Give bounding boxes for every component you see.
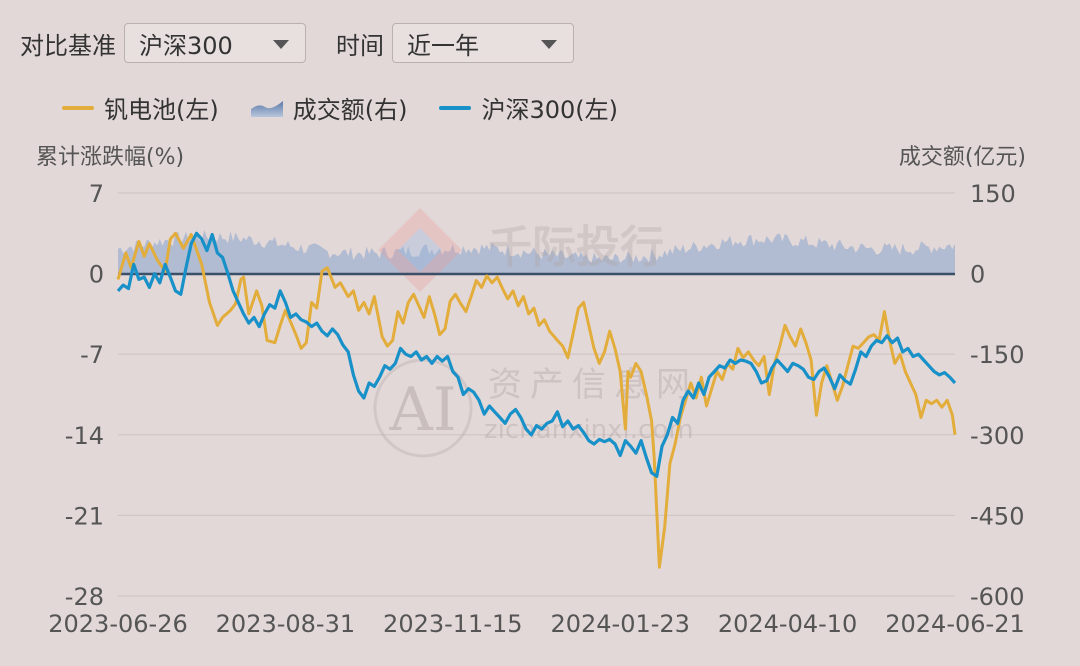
- legend-item-stock[interactable]: 钒电池(左): [62, 90, 219, 125]
- legend-item-index[interactable]: 沪深300(左): [439, 90, 618, 125]
- y-left-axis-title: 累计涨跌幅(%): [36, 145, 184, 170]
- filter-controls: 对比基准 沪深300 时间 近一年: [20, 22, 574, 64]
- benchmark-select[interactable]: 沪深300: [124, 23, 306, 63]
- y-right-tick-label: 0: [970, 261, 985, 289]
- x-tick-label: 2023-08-31: [216, 610, 355, 638]
- y-right-tick-label: -300: [970, 422, 1024, 450]
- series-line-stock: [116, 231, 957, 569]
- volume-area: [118, 230, 955, 274]
- y-left-tick-label: -14: [65, 422, 104, 450]
- x-tick-label: 2024-04-10: [718, 610, 857, 638]
- y-left-tick-label: -28: [65, 583, 104, 611]
- brand-logo-icon: [378, 208, 462, 292]
- x-tick-label: 2024-01-23: [550, 610, 689, 638]
- area-chart-icon: [250, 100, 283, 117]
- y-right-tick-label: -450: [970, 502, 1024, 530]
- y-left-tick-label: -21: [65, 502, 104, 530]
- legend-swatch-index: [439, 105, 472, 110]
- y-left-tick-label: 7: [89, 180, 104, 208]
- period-label: 时间: [336, 31, 384, 60]
- x-tick-label: 2024-06-21: [885, 610, 1024, 638]
- benchmark-label: 对比基准: [20, 31, 116, 60]
- y-right-tick-labels: 150 0 -150 -300 -450 -600: [970, 180, 1024, 611]
- watermark-brand: 千际投行: [488, 222, 664, 273]
- y-right-tick-label: -600: [970, 583, 1024, 611]
- period-select-value: 近一年: [407, 31, 479, 60]
- watermark-cn: 资产信息网: [488, 365, 698, 405]
- period-select[interactable]: 近一年: [392, 23, 574, 63]
- x-tick-label: 2023-11-15: [383, 610, 522, 638]
- y-right-tick-label: 150: [970, 180, 1016, 208]
- legend-label-stock: 钒电池(左): [104, 96, 219, 124]
- y-right-tick-label: -150: [970, 341, 1024, 369]
- chevron-down-icon: [273, 40, 289, 49]
- benchmark-select-value: 沪深300: [139, 31, 233, 60]
- x-tick-labels: 2023-06-26 2023-08-31 2023-11-15 2024-01-23…: [48, 610, 1024, 638]
- y-left-tick-label: 0: [89, 261, 104, 289]
- watermark: 千际投行 AI 资产信息网 zichanxinxi.com: [373, 208, 698, 458]
- chevron-down-icon: [541, 40, 557, 49]
- grid-lines: [118, 192, 955, 597]
- legend-swatch-stock: [62, 105, 94, 110]
- x-tick-label: 2023-06-26: [48, 610, 187, 638]
- y-left-tick-label: -7: [80, 341, 104, 369]
- legend-label-volume: 成交额(右): [292, 96, 408, 124]
- chart-legend: 钒电池(左) 成交额(右) 沪深300(左): [62, 90, 650, 125]
- y-right-axis-title: 成交额(亿元): [899, 145, 1026, 170]
- y-left-tick-labels: 7 0 -7 -14 -21 -28: [65, 180, 104, 611]
- watermark-ai: AI: [388, 375, 456, 445]
- legend-label-index: 沪深300(左): [481, 96, 619, 124]
- series-line-index: [116, 231, 957, 478]
- legend-item-volume[interactable]: 成交额(右): [250, 90, 408, 125]
